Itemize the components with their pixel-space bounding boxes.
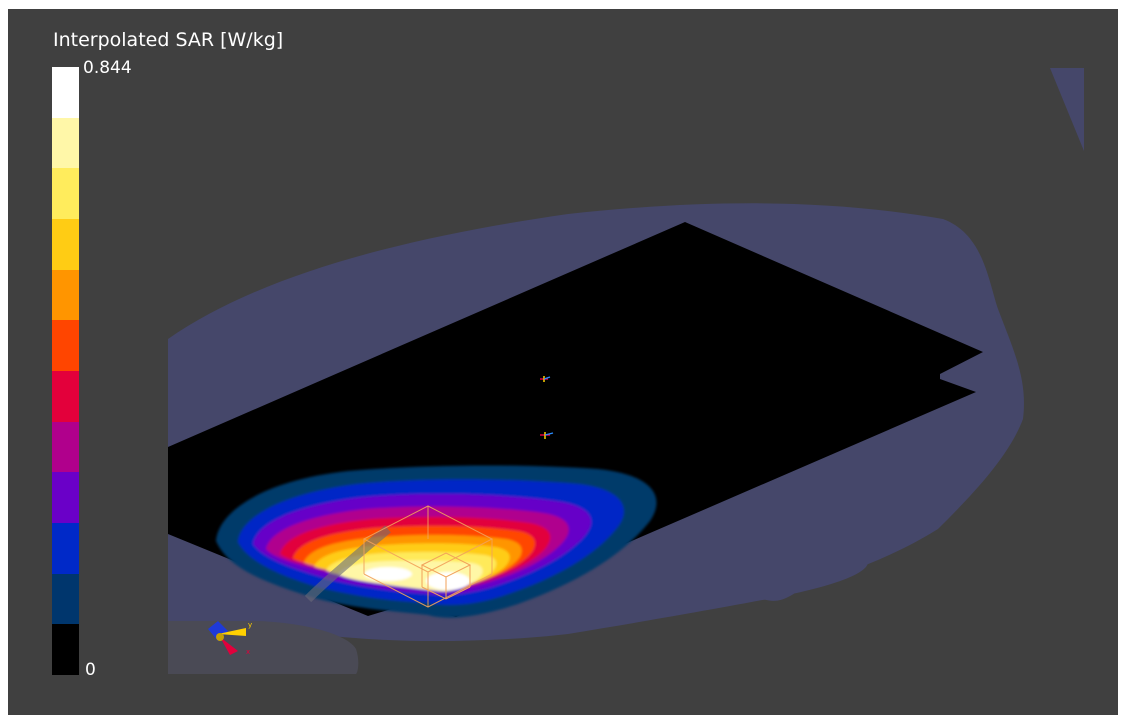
scan-volume-wireframe <box>362 505 494 608</box>
axis-y-label: y <box>248 621 252 629</box>
contour-peak-left <box>364 567 412 581</box>
marker-upper <box>540 376 551 382</box>
probe-shadow-streak <box>304 525 391 603</box>
colorbar-segment <box>52 624 79 676</box>
colorbar-segment <box>52 269 79 321</box>
legend-title: Interpolated SAR [W/kg] <box>53 29 284 51</box>
colorbar-segment <box>52 523 79 574</box>
colorbar-segment <box>52 472 79 524</box>
sar-scene[interactable]: y x <box>8 9 1118 715</box>
sar-colorbar <box>52 67 79 676</box>
field-wedge-top-right <box>1050 68 1084 151</box>
axis-orientation-triad[interactable]: y x <box>208 621 252 656</box>
colorbar-segment <box>52 168 79 220</box>
colorbar-segment <box>52 320 79 372</box>
sar-3d-viewport[interactable]: y x Interpolated SAR [W/kg] 0.844 0 <box>8 9 1118 715</box>
legend-max-label: 0.844 <box>83 58 132 78</box>
axis-x-arrow <box>220 637 238 655</box>
colorbar-segment <box>52 219 79 270</box>
colorbar-segment <box>52 67 79 118</box>
colorbar-segment <box>52 421 79 473</box>
colorbar-segment <box>52 573 79 625</box>
axis-origin <box>216 633 224 641</box>
colorbar-segment <box>52 117 79 169</box>
legend-min-label: 0 <box>85 660 96 680</box>
axis-y-arrow <box>218 628 246 636</box>
zoom-scan-cube <box>420 552 472 600</box>
axis-x-label: x <box>246 648 250 656</box>
colorbar-segment <box>52 371 79 422</box>
marker-lower <box>540 432 554 439</box>
contour-peak-right <box>426 572 470 590</box>
